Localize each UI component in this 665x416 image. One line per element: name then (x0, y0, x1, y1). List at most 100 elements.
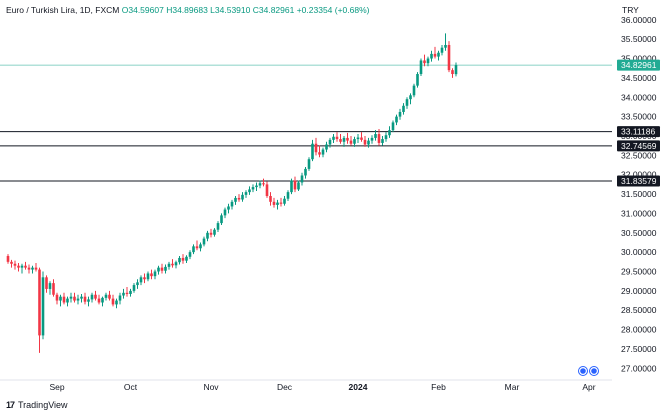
candle-body (454, 65, 458, 75)
candle-body (269, 196, 272, 202)
candle-body (349, 140, 353, 144)
y-tick-label: 32.00000 (621, 170, 657, 180)
y-tick-label: 31.00000 (621, 208, 657, 218)
candle-body (160, 267, 164, 271)
y-tick-label: 36.00000 (621, 15, 657, 25)
candle-body (87, 299, 90, 302)
y-tick-label: 29.00000 (621, 286, 657, 296)
candle-body (206, 232, 209, 239)
level-price-tag-bg (617, 175, 660, 187)
candle-body (90, 294, 94, 300)
y-tick-label: 32.50000 (621, 150, 657, 160)
candle-body (237, 197, 241, 200)
y-tick-label: 30.00000 (621, 247, 657, 257)
candle-body (143, 277, 146, 280)
candle-body (52, 283, 55, 295)
candle-body (171, 263, 174, 266)
candle-body (34, 267, 38, 270)
candle-body (244, 192, 248, 195)
candle-body (311, 143, 314, 160)
high-value: H34.89683 (166, 5, 208, 15)
candle-body (325, 144, 328, 150)
candle-body (38, 269, 41, 336)
candle-body (328, 139, 332, 145)
candles-group (6, 33, 458, 353)
change-value: +0.23354 (+0.68%) (296, 5, 370, 15)
candle-body (447, 44, 451, 71)
candle-body (202, 238, 206, 245)
candle-body (335, 136, 339, 140)
candle-body (13, 263, 17, 266)
candle-body (297, 182, 300, 190)
level-price-tag: 32.74569 (621, 141, 657, 151)
candle-body (391, 122, 395, 131)
candle-body (45, 277, 48, 289)
candle-body (104, 294, 108, 298)
candle-body (216, 223, 220, 230)
event-marker-dot (580, 368, 586, 374)
candle-body (76, 298, 80, 301)
candle-body (59, 296, 62, 301)
y-tick-label: 28.00000 (621, 325, 657, 335)
x-tick-label: 2024 (349, 382, 368, 392)
x-tick-label: Feb (431, 382, 446, 392)
candle-body (146, 273, 150, 280)
tradingview-logo-icon: 17 (6, 400, 15, 410)
candle-body (430, 53, 433, 59)
x-tick-label: Oct (124, 382, 138, 392)
tradingview-logo[interactable]: 17 TradingView (6, 400, 68, 410)
level-price-tag-bg (617, 140, 660, 152)
level-price-tag-bg (617, 126, 660, 138)
y-tick-label: 29.50000 (621, 267, 657, 277)
candle-body (55, 294, 59, 301)
candle-body (307, 159, 311, 169)
candle-body (370, 137, 374, 141)
candle-body (321, 149, 325, 155)
candle-body (423, 60, 426, 64)
candle-body (108, 294, 111, 299)
candle-body (192, 246, 195, 253)
y-tick-label: 28.50000 (621, 305, 657, 315)
candle-body (405, 99, 409, 106)
candle-body (339, 139, 342, 142)
candle-body (101, 297, 104, 303)
candle-body (164, 266, 167, 271)
candle-body (139, 277, 143, 283)
candle-body (293, 180, 297, 190)
candle-body (181, 257, 185, 261)
candle-body (398, 111, 402, 117)
candle-body (440, 47, 444, 53)
currency-label[interactable]: TRY (622, 5, 639, 15)
y-tick-label: 33.50000 (621, 112, 657, 122)
candle-body (318, 152, 321, 155)
candle-body (69, 296, 73, 299)
tradingview-logo-text: TradingView (18, 400, 68, 410)
candle-body (115, 300, 118, 305)
candle-body (132, 285, 136, 291)
candle-body (360, 137, 363, 140)
candle-body (241, 194, 244, 200)
y-tick-label: 27.50000 (621, 344, 657, 354)
candle-body (24, 265, 27, 268)
candle-body (279, 202, 283, 204)
candle-body (367, 140, 370, 145)
current-price-tag-bg (617, 59, 660, 71)
candle-body (304, 168, 307, 176)
candle-body (125, 292, 129, 294)
candle-body (174, 262, 178, 266)
candle-body (290, 180, 293, 193)
y-tick-label: 35.00000 (621, 54, 657, 64)
candle-body (178, 257, 181, 263)
candle-body (276, 202, 279, 205)
candle-body (388, 130, 391, 136)
candle-body (433, 53, 437, 57)
candle-body (41, 277, 45, 336)
x-tick-label: Mar (505, 382, 520, 392)
candle-body (223, 209, 227, 216)
candle-body (437, 52, 440, 57)
candle-body (272, 201, 276, 205)
candle-body (157, 267, 160, 272)
y-tick-label: 35.50000 (621, 34, 657, 44)
